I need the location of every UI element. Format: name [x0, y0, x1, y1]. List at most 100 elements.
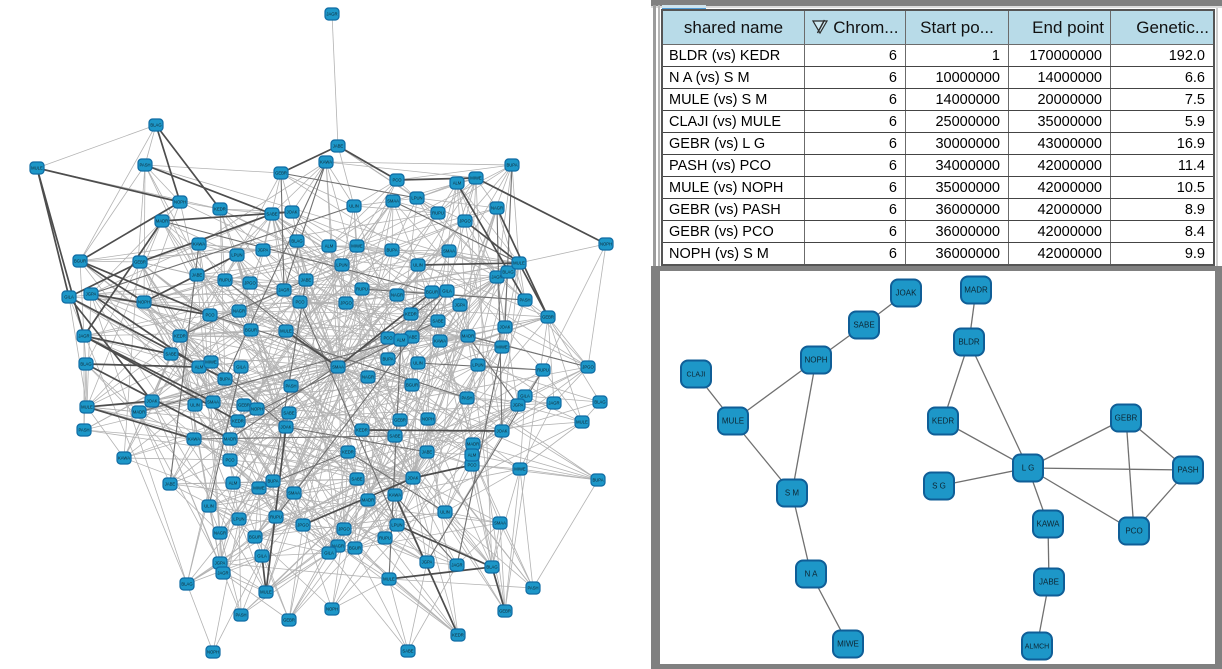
svg-text:BLAG: BLAG [181, 582, 192, 587]
svg-text:SMAA: SMAA [387, 199, 399, 204]
svg-text:MULE: MULE [722, 417, 744, 426]
svg-text:NOPH: NOPH [422, 417, 434, 422]
svg-text:ULIN: ULIN [440, 510, 450, 515]
svg-text:GILA: GILA [324, 551, 334, 556]
svg-text:S G: S G [932, 482, 946, 491]
svg-text:MADR: MADR [362, 498, 374, 503]
svg-text:ULIN: ULIN [413, 263, 423, 268]
svg-text:BLAG: BLAG [502, 270, 513, 275]
svg-text:JAGR: JAGR [326, 12, 337, 17]
svg-text:PASH: PASH [235, 613, 246, 618]
svg-text:BGUR: BGUR [406, 383, 418, 388]
svg-text:GEBR: GEBR [542, 315, 554, 320]
svg-text:JPGO: JPGO [338, 527, 350, 532]
svg-text:KEDR: KEDR [356, 428, 368, 433]
svg-text:BUPA: BUPA [267, 479, 278, 484]
svg-text:ULIN: ULIN [349, 204, 359, 209]
svg-text:LPUN: LPUN [233, 517, 244, 522]
svg-text:JAGR: JAGR [548, 401, 559, 406]
svg-text:MIWE: MIWE [351, 244, 363, 249]
svg-text:MULE: MULE [513, 261, 525, 266]
svg-text:MIWE: MIWE [514, 467, 526, 472]
svg-text:PCO: PCO [205, 313, 215, 318]
svg-text:NAGR: NAGR [332, 544, 344, 549]
svg-text:NAGR: NAGR [391, 293, 403, 298]
svg-text:PCO: PCO [383, 336, 393, 341]
svg-text:BLAG: BLAG [291, 239, 302, 244]
svg-text:MIWE: MIWE [496, 345, 508, 350]
svg-text:ULIN: ULIN [413, 361, 423, 366]
svg-text:BLAG: BLAG [486, 565, 497, 570]
svg-text:KAWA: KAWA [118, 456, 130, 461]
svg-text:RUPU: RUPU [270, 515, 282, 520]
svg-text:KAWA: KAWA [193, 242, 205, 247]
svg-text:SMAA: SMAA [494, 521, 506, 526]
svg-text:KAWA: KAWA [188, 437, 200, 442]
svg-text:PCO: PCO [225, 458, 235, 463]
svg-text:JAGR: JAGR [278, 288, 289, 293]
svg-text:BLDR: BLDR [958, 338, 980, 347]
svg-text:BUPA: BUPA [506, 163, 517, 168]
svg-text:KEDR: KEDR [214, 207, 226, 212]
svg-text:RUPU: RUPU [219, 278, 231, 283]
svg-text:SABE: SABE [266, 212, 277, 217]
svg-text:ALM: ALM [325, 244, 334, 249]
svg-text:MADR: MADR [156, 219, 168, 224]
svg-text:MULE: MULE [81, 405, 93, 410]
svg-text:JPGO: JPGO [244, 281, 256, 286]
svg-text:MADR: MADR [467, 442, 479, 447]
svg-text:KEDR: KEDR [232, 419, 244, 424]
svg-text:SABE: SABE [389, 434, 400, 439]
svg-text:ULIN: ULIN [204, 504, 214, 509]
svg-text:JPGO: JPGO [340, 301, 352, 306]
svg-text:NOPH: NOPH [326, 607, 338, 612]
svg-text:SMAA: SMAA [207, 400, 219, 405]
svg-text:MADR: MADR [224, 437, 236, 442]
svg-text:KAWA: KAWA [434, 339, 446, 344]
svg-text:ALM: ALM [195, 365, 204, 370]
svg-text:JOAK: JOAK [500, 325, 511, 330]
svg-text:SABE: SABE [283, 411, 294, 416]
svg-text:BGUR: BGUR [249, 535, 261, 540]
svg-text:JGPA: JGPA [513, 403, 524, 408]
svg-text:BGUR: BGUR [245, 328, 257, 333]
svg-text:ALM: ALM [453, 181, 462, 186]
svg-text:JGPA: JGPA [215, 561, 226, 566]
svg-text:ALM: ALM [468, 453, 477, 458]
svg-text:RUPU: RUPU [356, 287, 368, 292]
svg-text:JABE: JABE [192, 273, 203, 278]
svg-text:MIWE: MIWE [837, 640, 859, 649]
svg-text:KEDR: KEDR [405, 312, 417, 317]
svg-text:JGPA: JGPA [422, 560, 433, 565]
svg-text:KEDR: KEDR [342, 450, 354, 455]
svg-text:NAGR: NAGR [491, 206, 503, 211]
svg-text:ULIN: ULIN [190, 403, 200, 408]
svg-text:MULE: MULE [260, 590, 272, 595]
svg-text:S M: S M [785, 489, 800, 498]
svg-text:JPGO: JPGO [297, 523, 309, 528]
svg-text:BGUR: BGUR [349, 546, 361, 551]
svg-text:JPGO: JPGO [459, 219, 471, 224]
svg-text:MIWE: MIWE [470, 176, 482, 181]
svg-text:MADR: MADR [133, 410, 145, 415]
svg-text:PASH: PASH [1177, 466, 1198, 475]
svg-text:JAGR: JAGR [491, 275, 502, 280]
svg-text:PASH: PASH [527, 586, 538, 591]
svg-text:ALMCH: ALMCH [1025, 644, 1050, 651]
svg-text:BUPA: BUPA [382, 357, 393, 362]
svg-text:JOAK: JOAK [281, 425, 292, 430]
svg-text:GILA: GILA [442, 289, 452, 294]
svg-text:GILA: GILA [257, 554, 267, 559]
svg-text:JOAK: JOAK [147, 399, 158, 404]
svg-text:SMAA: SMAA [443, 249, 455, 254]
svg-text:SABE: SABE [165, 352, 176, 357]
svg-text:PCO: PCO [295, 300, 305, 305]
svg-text:MULE: MULE [576, 420, 588, 425]
svg-text:PCO: PCO [392, 178, 402, 183]
svg-text:NAGR: NAGR [214, 531, 226, 536]
svg-text:BGUR: BGUR [426, 290, 438, 295]
svg-text:BUPA: BUPA [219, 377, 230, 382]
svg-text:JOAK: JOAK [408, 476, 419, 481]
svg-text:JOAK: JOAK [896, 289, 918, 298]
svg-text:JGPA: JGPA [455, 303, 466, 308]
